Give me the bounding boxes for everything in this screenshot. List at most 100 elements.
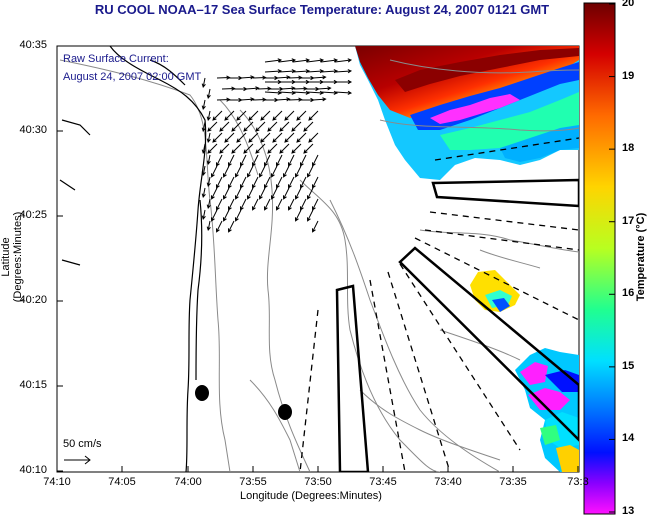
current-vector: [206, 132, 211, 144]
colorbar-tick-label: 19: [622, 69, 635, 82]
x-axis-title: Longitude (Degrees:Minutes): [240, 490, 382, 502]
current-vector: [308, 132, 319, 143]
current-vector: [243, 143, 254, 154]
current-vector: [255, 121, 266, 132]
colorbar-title: Temperature (°C): [635, 212, 647, 302]
current-vector: [227, 198, 235, 211]
current-vector: [251, 154, 259, 167]
current-vector: [215, 220, 223, 233]
current-vector: [240, 75, 255, 80]
current-vector: [258, 187, 266, 200]
current-vector: [278, 58, 297, 63]
current-vector: [312, 97, 327, 102]
current-vector: [284, 132, 295, 143]
map-title: RU COOL NOAA–17 Sea Surface Temperature:…: [94, 2, 550, 17]
current-vector: [201, 121, 206, 133]
current-vector: [251, 198, 259, 211]
current-vector: [243, 121, 254, 132]
current-vector: [306, 187, 314, 200]
glider-radial-lines: [299, 137, 579, 472]
survey-boxes: [335, 178, 579, 472]
current-vector: [258, 165, 266, 178]
current-vector: [231, 143, 242, 154]
current-vector: [275, 198, 283, 211]
current-vector: [222, 209, 230, 222]
current-vector: [206, 220, 211, 232]
current-vector: [317, 86, 332, 91]
colorbar-tick-label: 18: [622, 142, 635, 155]
current-vector: [219, 121, 230, 132]
current-vector: [210, 187, 218, 200]
current-vector: [206, 110, 211, 122]
temperature-colorbar: [583, 2, 616, 515]
coastline: [59, 46, 207, 472]
current-vector: [239, 176, 247, 189]
scale-label: 50 cm/s: [63, 438, 102, 450]
current-vector: [251, 176, 259, 189]
current-vector: [246, 187, 254, 200]
current-vector: [279, 121, 290, 132]
current-vector: [303, 143, 314, 154]
y-tick-label: 40:30: [19, 124, 47, 136]
current-vector: [212, 132, 223, 143]
colorbar-ticks: [609, 3, 615, 513]
current-vector: [215, 198, 223, 211]
current-vector: [206, 88, 211, 100]
current-vector: [284, 110, 295, 121]
x-tick-label: 73:3: [567, 476, 589, 488]
current-vector: [231, 121, 242, 132]
colorbar-tick-label: 16: [622, 287, 635, 300]
current-vector: [210, 165, 218, 178]
current-vector: [294, 209, 302, 222]
current-vector: [239, 198, 247, 211]
y-tick-label: 40:20: [19, 294, 47, 306]
sst-patch-south: [515, 348, 579, 472]
current-vector: [296, 132, 307, 143]
current-vector: [240, 97, 255, 102]
y-axis-title: Latitude (Degrees:Minutes): [0, 211, 24, 303]
x-tick-label: 74:05: [108, 476, 136, 488]
axis-ticks: [56, 45, 579, 472]
current-vector: [312, 75, 327, 80]
x-tick-label: 73:45: [369, 476, 397, 488]
current-vector: [308, 110, 319, 121]
current-vector: [227, 176, 235, 189]
current-vector: [215, 176, 223, 189]
current-vector: [270, 165, 278, 178]
current-vector: [272, 110, 283, 121]
current-vector: [236, 132, 247, 143]
colorbar-tick-label: 17: [622, 214, 635, 227]
current-vector: [212, 110, 223, 121]
station-marker: [278, 404, 292, 420]
colorbar-tick-label: 20: [622, 0, 635, 9]
scale-vector: [64, 455, 91, 465]
current-vector: [201, 209, 206, 221]
current-vector: [207, 121, 218, 132]
current-vector: [306, 58, 325, 63]
y-tick-label: 40:10: [19, 464, 47, 476]
current-vector: [282, 165, 290, 178]
current-vector: [267, 143, 278, 154]
current-vector: [276, 75, 291, 80]
current-vector: [234, 209, 242, 222]
current-vector: [201, 99, 206, 111]
current-vector: [222, 187, 230, 200]
x-tick-label: 73:55: [239, 476, 267, 488]
current-vector: [215, 154, 223, 167]
current-vector: [263, 198, 271, 211]
current-vector: [206, 198, 211, 210]
x-tick-label: 73:40: [434, 476, 462, 488]
current-vector: [306, 209, 314, 222]
surface-current-vectors: [201, 58, 353, 233]
current-vector: [281, 86, 296, 91]
colorbar-tick-label: 15: [622, 359, 635, 372]
current-vector: [201, 187, 206, 199]
current-vector: [206, 176, 211, 188]
current-vector: [234, 165, 242, 178]
current-vector: [264, 58, 283, 63]
x-tick-label: 74:10: [43, 476, 71, 488]
sst-patch-middle: [470, 270, 520, 312]
current-vector: [234, 187, 242, 200]
current-vector: [272, 132, 283, 143]
current-vector: [255, 143, 266, 154]
